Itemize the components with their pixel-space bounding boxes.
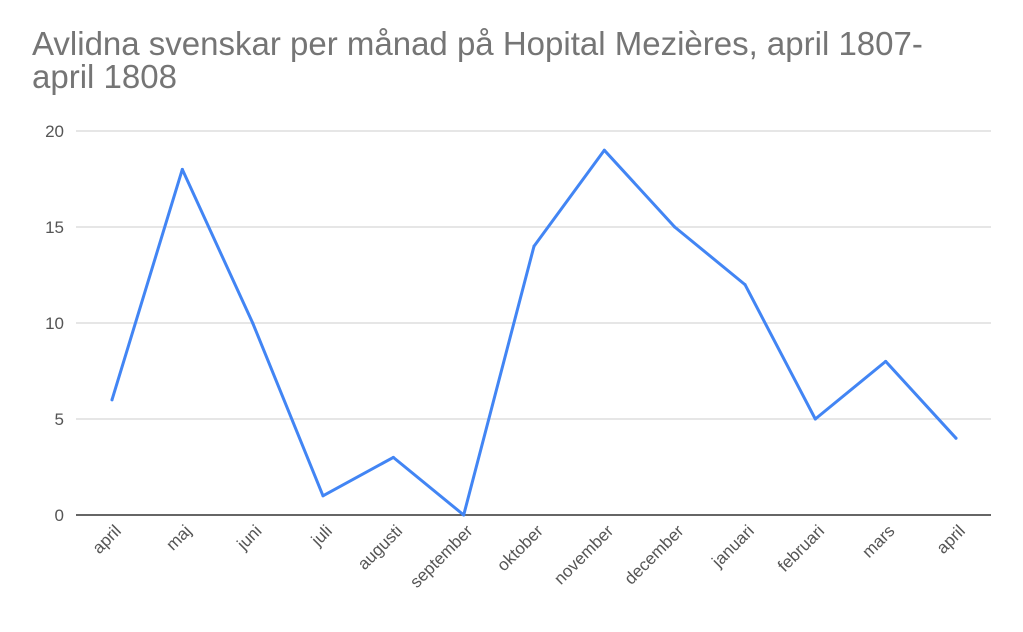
x-tick-label: augusti xyxy=(354,521,406,573)
x-tick-label: november xyxy=(550,521,617,588)
data-point xyxy=(884,359,888,363)
data-point xyxy=(813,417,817,421)
x-tick-label: juni xyxy=(233,521,266,554)
x-tick-label: december xyxy=(621,521,688,588)
x-tick-label: oktober xyxy=(493,521,547,575)
data-point xyxy=(673,225,677,229)
y-tick-label: 20 xyxy=(45,122,64,141)
x-tick-label: september xyxy=(406,521,476,591)
data-point xyxy=(110,398,114,402)
data-point xyxy=(532,244,536,248)
chart-title: Avlidna svenskar per månad på Hopital Me… xyxy=(32,25,923,95)
data-point xyxy=(321,494,325,498)
x-tick-label: februari xyxy=(774,521,828,575)
data-point xyxy=(462,513,466,517)
data-point xyxy=(391,455,395,459)
x-tick-label: maj xyxy=(162,521,195,554)
data-point xyxy=(954,436,958,440)
y-tick-label: 15 xyxy=(45,218,64,237)
data-point xyxy=(180,167,184,171)
x-axis-ticks: april maj juni juli augusti september oktober n… xyxy=(89,521,969,591)
data-point xyxy=(602,148,606,152)
y-axis-ticks: 0 5 10 15 20 xyxy=(45,122,64,525)
x-tick-label: april xyxy=(89,521,125,557)
x-tick-label: januari xyxy=(708,521,758,571)
y-tick-label: 10 xyxy=(45,314,64,333)
data-point xyxy=(743,283,747,287)
x-tick-label: april xyxy=(933,521,969,557)
x-tick-label: mars xyxy=(858,521,898,561)
y-tick-label: 5 xyxy=(55,410,64,429)
x-tick-label: juli xyxy=(307,521,336,550)
series-group xyxy=(110,148,958,517)
data-point xyxy=(251,321,255,325)
y-tick-label: 0 xyxy=(55,506,64,525)
series-line xyxy=(110,148,958,517)
gridlines xyxy=(76,130,991,420)
